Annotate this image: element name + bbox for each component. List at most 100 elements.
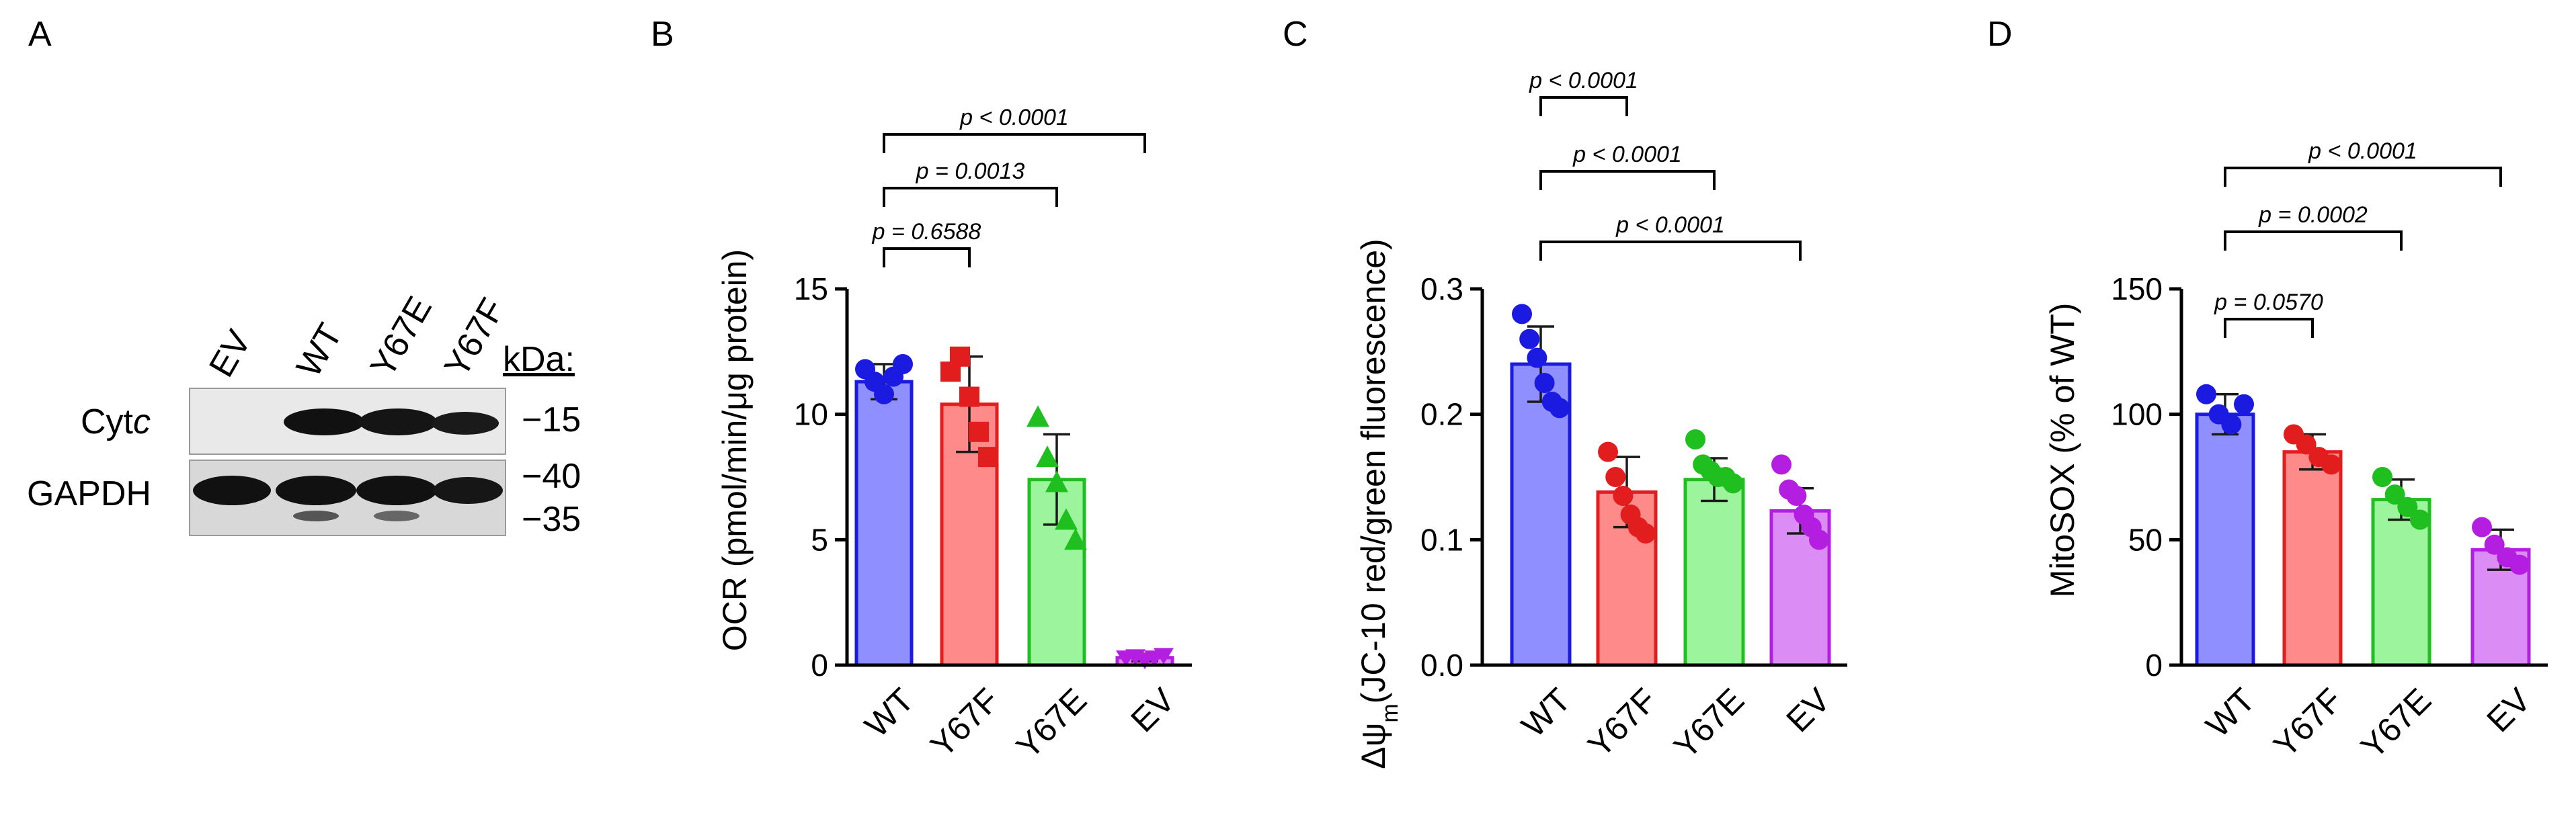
- data-point-d-y67e-0: [2372, 467, 2392, 487]
- panel-letter-b: B: [651, 15, 674, 54]
- category-label-b-y67e: Y67E: [1009, 681, 1094, 766]
- panel-letter-d: D: [1987, 15, 2013, 54]
- data-point-d-ev-1: [2484, 534, 2505, 555]
- y-tick-label-c-3: 0.3: [1420, 271, 1463, 306]
- band-gapdh-ev: [193, 476, 271, 505]
- data-point-c-wt-5: [1549, 398, 1570, 419]
- y-tick-label-d-1: 50: [2128, 522, 2163, 557]
- data-point-c-wt-2: [1527, 347, 1547, 368]
- data-point-d-y67e-2: [2397, 496, 2418, 517]
- marker-35: −35: [522, 500, 581, 539]
- y-tick-label-d-0: 0: [2145, 648, 2163, 683]
- data-point-b-y67f-3: [969, 421, 989, 442]
- data-point-b-ev-4: [1154, 648, 1174, 664]
- band-cytc-y67f: [432, 412, 499, 435]
- marker-15: −15: [522, 400, 581, 439]
- band-gapdh-y67f: [433, 477, 503, 504]
- data-point-c-y67f-0: [1598, 441, 1618, 462]
- data-point-b-y67f-4: [978, 447, 998, 468]
- mitosox-chart: WT Y67F Y67E EV 0 50 100 150 MitoSOX (% of WT) p …: [2044, 138, 2548, 766]
- lane-label-wt: WT: [289, 317, 350, 384]
- row-label-gapdh: GAPDH: [27, 474, 151, 513]
- p-value-label-c-1: p < 0.0001: [1572, 142, 1682, 167]
- band-gapdh-wt: [276, 476, 356, 505]
- data-point-c-y67f-5: [1636, 523, 1656, 544]
- data-point-d-wt-3: [2234, 394, 2254, 415]
- ocr-chart: WT Y67F Y67E EV 0 5 10 15 OCR (pmol/min/μg prote…: [716, 105, 1192, 766]
- data-point-b-y67f-2: [959, 386, 979, 407]
- data-point-c-y67f-1: [1605, 467, 1626, 487]
- data-point-c-ev-0: [1771, 454, 1792, 475]
- data-point-c-y67e-5: [1723, 473, 1743, 494]
- y-tick-label-b-3: 15: [794, 271, 828, 306]
- significance-bracket-d-2: [2224, 167, 2502, 187]
- bar-c-y67e: [1683, 478, 1745, 667]
- category-label-b-wt: WT: [858, 681, 922, 745]
- data-point-d-y67f-1: [2296, 434, 2317, 455]
- band-cytc-y67e: [359, 408, 437, 435]
- data-point-b-y67f-1: [950, 346, 970, 367]
- western-blot: EV WT Y67E Y67F kDa: Cytc −15 GAPDH −40 …: [27, 290, 581, 539]
- bar-d-y67f: [2282, 450, 2343, 667]
- significance-bracket-c-0: [1539, 96, 1628, 116]
- significance-bracket-d-0: [2224, 318, 2314, 338]
- p-value-label-c-2: p < 0.0001: [1615, 212, 1725, 238]
- data-point-b-y67e-1: [1036, 445, 1059, 468]
- y-tick-label-b-1: 5: [811, 522, 828, 557]
- p-value-label-b-0: p = 0.6588: [872, 219, 981, 245]
- data-point-d-wt-2: [2221, 414, 2242, 435]
- significance-bracket-b-0: [883, 247, 971, 267]
- y-axis-label-rest-c: (JC-10 red/green fluorescence): [1355, 239, 1392, 703]
- bar-b-wt: [854, 380, 914, 667]
- data-point-c-wt-1: [1519, 329, 1540, 349]
- category-label-b-y67f: Y67F: [923, 681, 1006, 765]
- significance-bracket-c-1: [1539, 170, 1716, 190]
- y-tick-label-c-1: 0.1: [1420, 522, 1463, 557]
- panel-letter-c: C: [1283, 15, 1308, 54]
- category-label-d-wt: WT: [2199, 681, 2263, 745]
- significance-bracket-b-1: [883, 187, 1058, 207]
- data-point-d-y67e-1: [2384, 484, 2405, 505]
- category-label-d-y67f: Y67F: [2266, 681, 2349, 765]
- p-value-label-d-2: p < 0.0001: [2308, 138, 2417, 164]
- p-value-label-b-1: p = 0.0013: [916, 159, 1025, 184]
- data-point-c-ev-5: [1809, 529, 1829, 550]
- data-point-b-y67e-4: [1064, 528, 1087, 550]
- category-label-c-ev: EV: [1779, 681, 1837, 739]
- panel-letter-a: A: [28, 15, 52, 54]
- y-axis-label-b: OCR (pmol/min/μg protein): [716, 249, 754, 651]
- category-label-c-y67f: Y67F: [1580, 681, 1664, 765]
- category-label-c-y67e: Y67E: [1666, 681, 1751, 766]
- data-point-b-y67e-3: [1055, 508, 1078, 530]
- data-point-d-ev-3: [2509, 554, 2530, 575]
- kda-label: kDa:: [503, 340, 575, 379]
- significance-bracket-b-2: [883, 133, 1146, 153]
- data-point-b-wt-2: [874, 384, 894, 404]
- band-gapdh-y67e: [356, 476, 437, 505]
- row-label-cytc: Cytc: [81, 402, 151, 441]
- data-point-d-y67f-3: [2321, 454, 2341, 475]
- data-point-b-wt-4: [893, 354, 913, 374]
- data-point-c-wt-3: [1534, 373, 1555, 393]
- y-tick-label-d-3: 150: [2111, 271, 2163, 306]
- lane-label-y67e: Y67E: [363, 290, 440, 384]
- y-tick-label-c-2: 0.2: [1420, 397, 1463, 432]
- y-tick-label-b-2: 10: [794, 397, 828, 432]
- lane-label-y67f: Y67F: [437, 292, 512, 384]
- band-gapdh-y67e-lower: [374, 511, 419, 521]
- category-label-d-y67e: Y67E: [2353, 681, 2438, 766]
- bar-d-wt: [2195, 413, 2255, 667]
- data-point-c-wt-0: [1512, 304, 1532, 325]
- data-point-b-y67e-0: [1027, 405, 1049, 427]
- lane-label-ev: EV: [202, 324, 259, 384]
- data-point-c-y67e-0: [1685, 429, 1705, 449]
- p-value-label-c-0: p < 0.0001: [1529, 68, 1638, 93]
- y-axis-label-c: Δψm(JC-10 red/green fluorescence): [1355, 239, 1403, 769]
- significance-bracket-d-1: [2224, 230, 2403, 251]
- bar-c-wt: [1510, 362, 1572, 667]
- marker-40: −40: [522, 457, 581, 496]
- category-label-d-ev: EV: [2479, 681, 2538, 739]
- data-point-d-wt-0: [2196, 384, 2216, 404]
- band-cytc-wt: [284, 408, 364, 435]
